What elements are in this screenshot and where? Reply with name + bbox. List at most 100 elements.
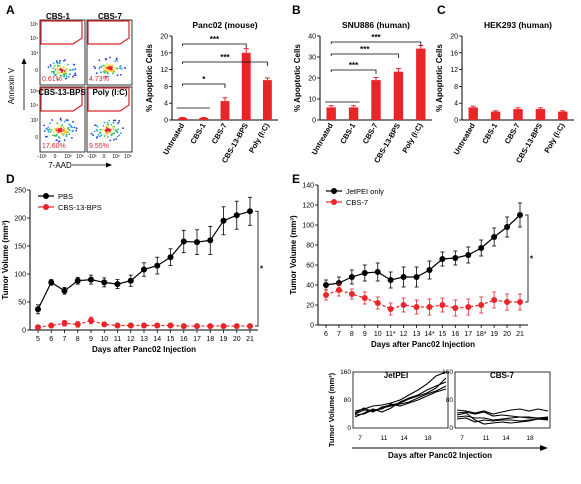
- flow-event-dot: [56, 61, 59, 64]
- flow-event-dot: [71, 130, 74, 133]
- flow-event-dot: [120, 132, 122, 135]
- cbs7-individual-lines: [456, 408, 549, 425]
- bar-0: [178, 117, 188, 120]
- flow-event-dot: [62, 66, 65, 68]
- significance-bracket-1: [182, 61, 268, 66]
- flow-event-dot: [60, 71, 63, 73]
- flow-event-dot: [50, 71, 53, 73]
- flow-title-cbs7: CBS-7: [98, 12, 123, 21]
- significance-label-2: ***: [371, 33, 381, 42]
- flow-tick-x-10e3-b: 10³: [112, 154, 120, 160]
- flow-event-dot: [97, 134, 100, 136]
- flow-event-dot: [116, 122, 119, 125]
- flow-event-dot: [55, 134, 58, 137]
- series-1-point: [101, 321, 108, 328]
- flow-event-dot: [50, 65, 52, 68]
- flow-event-dot: [64, 77, 67, 80]
- flow-event-dot: [93, 130, 96, 133]
- x-tick-label: 16: [451, 331, 459, 338]
- x-tick-label: 9: [363, 331, 367, 338]
- series-0-point: [74, 277, 81, 284]
- significance-label-0: ***: [349, 61, 359, 70]
- chart-tumor-volume-e: 0 20 40 60 80 100 120 140 6 7 8 9 10 11* 12 13 14* 15 16 17…: [289, 183, 534, 350]
- y-tick-label: 20: [306, 303, 314, 310]
- flow-event-dot: [67, 126, 70, 129]
- cbs7-ytick-160: 160: [442, 369, 453, 376]
- bar-2: [220, 101, 230, 120]
- flow-percent-cbs7: 4.73%: [89, 76, 109, 83]
- flow-event-dot: [113, 125, 115, 128]
- series-0-point: [247, 208, 253, 215]
- flow-event-dot: [59, 61, 61, 64]
- flow-event-dot: [115, 57, 118, 60]
- significance-bracket: [255, 210, 259, 327]
- flow-percent-cbs13: 17.60%: [42, 143, 66, 150]
- series-0-point: [141, 266, 147, 273]
- flow-event-dot: [105, 130, 108, 133]
- flow-event-dot: [65, 129, 67, 132]
- y-tick-label: 0: [22, 328, 26, 335]
- flow-title-polyic: Poly (I:C): [92, 88, 127, 97]
- flow-event-dot: [106, 132, 109, 135]
- flow-event-dot: [59, 65, 62, 68]
- flow-event-dot: [103, 135, 106, 137]
- flow-event-dot: [108, 119, 111, 122]
- y-axis-label: % Apoptotic Cells: [293, 44, 302, 112]
- cbs7-xtick-18: 18: [526, 435, 534, 442]
- flow-event-dot: [96, 129, 99, 132]
- flow-event-dot: [112, 72, 114, 75]
- flow-event-dot: [108, 132, 111, 134]
- series-0-point: [167, 254, 174, 261]
- panel-letter-d: D: [6, 172, 15, 186]
- flow-tick-x-10e5-b: 10⁵: [124, 154, 132, 160]
- category-label-0: Untreated: [452, 121, 478, 156]
- significance-bracket: [525, 214, 529, 303]
- jetpei-xtick-18: 18: [424, 435, 432, 442]
- x-tick-label: 16: [180, 336, 188, 343]
- y-tick-label: 8: [454, 84, 458, 91]
- flow-event-dot: [52, 70, 55, 73]
- y-tick-label: 10: [308, 97, 316, 104]
- series-line-0: [37, 210, 251, 310]
- bar-4: [558, 111, 568, 120]
- y-tick-label: 100: [302, 223, 314, 230]
- category-label-2: CBS-7: [361, 122, 380, 146]
- small-plot-ylabel: Tumor Volume (mm³): [327, 372, 336, 447]
- flow-event-dot: [63, 132, 65, 135]
- y-axis-label: % Apoptotic Cells: [435, 44, 444, 112]
- x-tick-label: 20: [233, 336, 241, 343]
- chart-title: SNU886 (human): [342, 20, 410, 30]
- series-1-point: [491, 297, 498, 303]
- flow-event-dot: [110, 123, 113, 126]
- series-1-point: [335, 287, 342, 293]
- flow-plot-cbs1: CBS-1 0.61%: [39, 12, 86, 86]
- flow-event-dot: [72, 76, 74, 78]
- flow-tick-y-0-b: 0: [35, 135, 38, 141]
- cbs7-ytick-0: 0: [449, 425, 453, 432]
- flow-event-dot: [114, 119, 116, 122]
- flow-event-dot: [102, 128, 104, 131]
- chart-title: Panc02 (mouse): [192, 20, 257, 30]
- y-tick-label: 20: [308, 76, 316, 83]
- series-0-point: [504, 224, 511, 230]
- flow-event-dot: [115, 138, 117, 140]
- flow-plot-polyic: Poly (I:C) 9.55%: [86, 86, 133, 153]
- bar-1: [348, 107, 359, 120]
- category-label-4: Poly (I:C): [247, 121, 272, 154]
- flow-event-dot: [55, 139, 58, 142]
- x-tick-label: 12: [127, 336, 135, 343]
- flow-event-dot: [53, 134, 56, 137]
- flow-event-dot: [69, 73, 71, 75]
- series-0-point: [220, 217, 227, 224]
- x-tick-label: 14*: [424, 331, 435, 338]
- series-1-point: [374, 300, 381, 306]
- flow-event-dot: [107, 75, 110, 78]
- significance-label: *: [530, 255, 534, 264]
- x-tick-label: 15: [167, 336, 175, 343]
- series-0-point: [154, 262, 161, 269]
- bar-1: [490, 111, 501, 120]
- series-1-point: [247, 323, 253, 330]
- series-0-point: [48, 279, 55, 286]
- y-tick-label: 80: [306, 243, 314, 250]
